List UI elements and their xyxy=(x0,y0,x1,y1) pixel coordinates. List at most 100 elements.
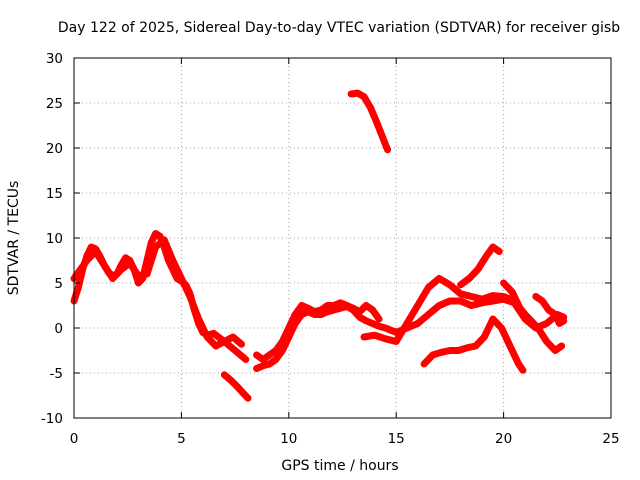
data-point xyxy=(421,361,428,367)
data-point xyxy=(266,361,273,367)
data-point xyxy=(363,317,370,324)
series-line xyxy=(347,89,392,154)
data-point xyxy=(266,352,273,358)
data-point xyxy=(545,307,552,313)
data-point xyxy=(425,311,432,318)
data-point xyxy=(367,104,374,111)
data-point xyxy=(457,281,464,288)
data-point xyxy=(212,343,219,349)
data-series xyxy=(70,89,568,402)
series-arc-12 xyxy=(532,293,568,327)
data-point xyxy=(83,257,90,264)
data-point xyxy=(509,289,516,295)
data-point xyxy=(380,136,387,142)
data-point xyxy=(414,302,421,309)
series-line xyxy=(70,236,245,350)
data-point xyxy=(186,293,193,300)
data-point xyxy=(539,298,546,304)
x-tick-label: 25 xyxy=(602,431,619,447)
data-point xyxy=(455,347,462,354)
data-point xyxy=(318,307,325,313)
data-point xyxy=(436,302,443,309)
y-tick-label: 5 xyxy=(54,276,63,292)
data-point xyxy=(500,296,507,303)
data-point xyxy=(126,260,133,267)
data-point xyxy=(242,356,249,363)
data-point xyxy=(109,275,116,282)
data-point xyxy=(556,320,563,327)
series-arc-5 xyxy=(253,299,383,363)
data-point xyxy=(244,395,251,402)
data-point xyxy=(221,338,228,345)
data-point xyxy=(298,302,305,309)
data-point xyxy=(483,253,490,259)
series-arc-6 xyxy=(347,89,392,154)
data-point xyxy=(446,347,453,354)
data-point xyxy=(178,275,185,282)
data-point xyxy=(369,320,376,327)
y-tick-label: -10 xyxy=(41,411,63,427)
data-point xyxy=(354,90,361,97)
data-point xyxy=(489,316,496,322)
x-tick-labels: 0 5 10 15 20 25 xyxy=(70,58,620,447)
data-point xyxy=(436,275,443,282)
data-point xyxy=(472,343,479,349)
data-point xyxy=(227,377,234,384)
data-point xyxy=(285,325,292,331)
series-arc-7 xyxy=(360,275,529,345)
data-point xyxy=(376,323,383,330)
data-point xyxy=(558,343,565,349)
y-tick-labels: -10 -5 0 5 10 15 20 25 30 xyxy=(41,51,611,427)
x-tick-label: 20 xyxy=(495,431,512,447)
y-tick-label: 10 xyxy=(46,231,63,247)
data-point xyxy=(156,233,163,240)
data-point xyxy=(481,334,488,340)
data-point xyxy=(446,298,453,304)
data-point xyxy=(393,338,400,345)
data-point xyxy=(457,290,464,297)
data-point xyxy=(330,302,337,309)
series-arc-2 xyxy=(70,236,245,350)
data-point xyxy=(425,284,432,291)
data-point xyxy=(343,302,350,309)
data-point xyxy=(457,298,464,304)
data-point xyxy=(77,266,84,273)
data-point xyxy=(240,390,247,397)
data-point xyxy=(260,362,267,369)
data-point xyxy=(507,343,514,349)
x-tick-label: 15 xyxy=(388,431,405,447)
data-point xyxy=(526,316,533,322)
data-point xyxy=(204,334,211,340)
data-point xyxy=(552,311,559,318)
chart-title: Day 122 of 2025, Sidereal Day-to-day VTE… xyxy=(58,20,620,36)
data-point xyxy=(229,334,236,340)
grid xyxy=(74,58,611,418)
data-point xyxy=(75,284,82,291)
data-point xyxy=(324,308,331,315)
x-axis-label: GPS time / hours xyxy=(281,458,398,474)
data-point xyxy=(122,254,129,261)
data-point xyxy=(468,293,475,300)
data-point xyxy=(324,302,331,309)
data-point xyxy=(403,325,410,331)
data-point xyxy=(369,307,376,313)
data-point xyxy=(195,316,202,322)
series-arc-10 xyxy=(457,243,503,289)
data-point xyxy=(148,239,155,246)
data-point xyxy=(348,91,355,97)
data-point xyxy=(446,281,453,288)
data-point xyxy=(101,262,108,268)
data-point xyxy=(560,317,567,324)
series-arc-3 xyxy=(220,371,252,402)
data-point xyxy=(118,266,125,273)
series-line xyxy=(420,315,527,374)
data-point xyxy=(479,299,486,306)
data-point xyxy=(500,280,507,286)
data-point xyxy=(464,344,471,351)
data-point xyxy=(144,271,151,277)
data-point xyxy=(474,266,481,273)
data-point xyxy=(272,347,279,354)
data-point xyxy=(135,280,142,286)
data-point xyxy=(311,308,318,315)
data-point xyxy=(543,320,550,327)
